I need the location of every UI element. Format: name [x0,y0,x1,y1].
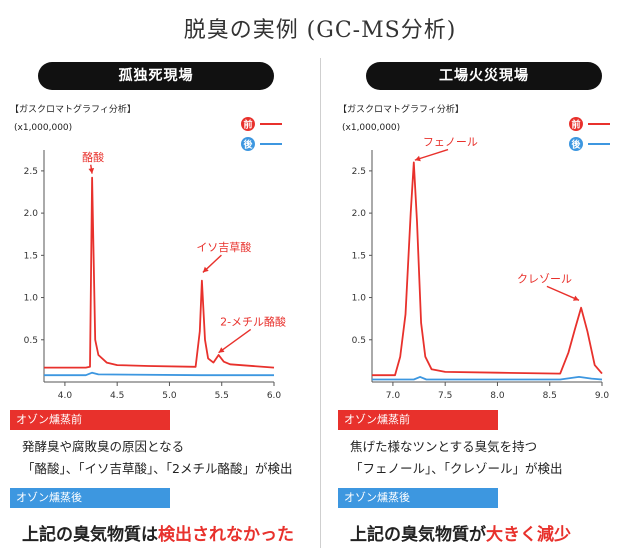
y-tick-label: 1.5 [24,251,38,261]
panel-factory-fire: 工場火災現場 【ガスクロマトグラフィ分析】 (x1,000,000) 前後 0.5 1.… [336,62,636,550]
description-line-1: 発酵臭や腐敗臭の原因となる [22,439,185,454]
peak-annotation: イソ吉草酸 [196,240,251,273]
x-tick-label: 8.5 [543,391,557,401]
panel-heading: 工場火災現場 [366,62,602,90]
annotation-arrow-head [573,295,579,301]
series-line-before [372,161,603,377]
y-tick-label: 1.0 [352,294,367,304]
legend-before-marker [569,117,583,131]
result-text: 上記の臭気物質が大きく減少 [350,520,571,545]
panel-divider [320,58,321,548]
legend-after-text: 後 [243,139,253,151]
chart-caption: 【ガスクロマトグラフィ分析】 [338,103,464,115]
peak-annotation: 酪酸 [82,150,104,174]
annotation-arrow-line [414,148,449,161]
annotation-arrow-head [88,168,95,174]
y-tick-label: 2.5 [24,167,38,177]
legend-before-text: 前 [571,119,580,131]
annotation-arrow-head [414,155,421,162]
series-line-before [44,176,275,369]
description-line-2: 「フェノール」、「クレゾール」が検出 [350,461,563,476]
annotation-arrow-head [202,266,209,273]
legend-before-marker [241,117,255,131]
y-tick-label: 1.5 [352,251,366,261]
panel-lonely-death: 孤独死現場 【ガスクロマトグラフィ分析】 (x1,000,000) 前後 0.5 1.0… [8,62,308,550]
peak-annotation: フェノール [414,136,478,162]
series-line-after [44,371,274,377]
x-tick-label: 4.5 [110,391,124,401]
scale-note: (x1,000,000) [342,123,400,133]
description-line-2: 「酪酸」、「イソ吉草酸」、「2メチル酪酸」が検出 [22,461,293,476]
before-ozone-label: オゾン燻蒸前 [338,410,498,430]
annotation-arrow-head [218,347,225,353]
x-tick-label: 8.0 [490,391,505,401]
annotation-label: クレゾール [517,272,572,285]
annotation-label: イソ吉草酸 [196,240,251,254]
annotation-arrow-line [218,328,252,354]
y-tick-label: 1.0 [24,294,39,304]
result-highlight: 検出されなかった [158,525,294,545]
after-ozone-label: オゾン燻蒸後 [10,488,170,508]
chart-factory-fire: 【ガスクロマトグラフィ分析】 (x1,000,000) 前後 0.5 1.0 1.5 2.0… [338,103,610,401]
chart-lonely-death: 【ガスクロマトグラフィ分析】 (x1,000,000) 前後 0.5 1.0 1.5 2.0… [10,103,286,401]
legend-after-text: 後 [571,139,581,151]
annotation-arrow-line [546,285,580,301]
y-tick-label: 0.5 [24,336,38,346]
chart-caption: 【ガスクロマトグラフィ分析】 [10,103,136,115]
legend-after: 後 [241,137,282,151]
legend-after-marker [241,137,255,151]
legend-before: 前 [241,117,282,131]
legend-after-marker [569,137,583,151]
result-prefix: 上記の臭気物質は [22,525,158,545]
legend-after: 後 [569,137,610,151]
y-tick-label: 0.5 [352,336,366,346]
y-tick-label: 2.0 [352,209,367,219]
x-tick-label: 7.0 [386,391,401,401]
peak-annotation: クレゾール [517,272,580,301]
annotation-label: 2-メチル酪酸 [220,314,286,328]
x-tick-label: 7.5 [438,391,452,401]
legend-before: 前 [569,117,610,131]
page-title: 脱臭の実例 (GC-MS分析) [183,18,457,43]
x-tick-label: 5.0 [162,391,177,401]
peak-annotation: 2-メチル酪酸 [218,314,286,354]
result-prefix: 上記の臭気物質が [350,525,486,545]
result-highlight: 大きく減少 [486,525,571,545]
x-tick-label: 9.0 [595,391,610,401]
before-ozone-label: オゾン燻蒸前 [10,410,170,430]
annotation-label: フェノール [423,136,478,149]
result-text: 上記の臭気物質は検出されなかった [22,520,294,545]
series-line-after [372,375,603,381]
y-tick-label: 2.5 [352,167,366,177]
x-tick-label: 5.5 [215,391,229,401]
panel-heading: 孤独死現場 [38,62,274,90]
annotation-label: 酪酸 [82,150,104,164]
y-tick-label: 2.0 [24,209,39,219]
x-tick-label: 6.0 [267,391,282,401]
x-tick-label: 4.0 [58,391,73,401]
legend-before-text: 前 [243,119,252,131]
after-ozone-label: オゾン燻蒸後 [338,488,498,508]
description-line-1: 焦げた様なツンとする臭気を持つ [350,439,538,454]
scale-note: (x1,000,000) [14,123,72,133]
